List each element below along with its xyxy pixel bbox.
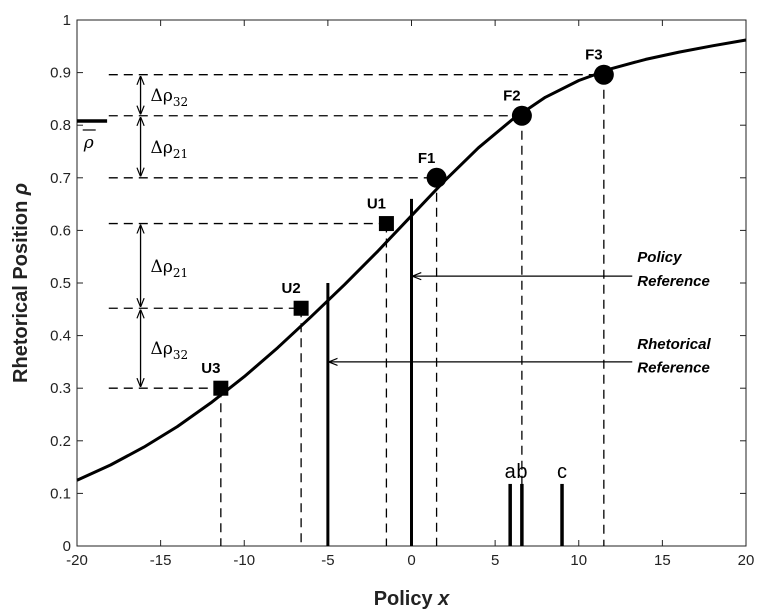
- x-axis-title-var: x: [437, 588, 450, 610]
- x-tick-label: 20: [738, 552, 755, 569]
- y-tick-label: 0.8: [50, 117, 71, 134]
- delta-symbol: Δρ: [151, 339, 173, 359]
- point-label-F3: F3: [585, 47, 603, 64]
- x-axis-title: Policy x: [374, 588, 450, 610]
- spike-label-c: c: [557, 461, 567, 483]
- x-tick-label: -10: [233, 552, 255, 569]
- delta-symbol: Δρ: [151, 86, 173, 106]
- delta-subscript: 32: [173, 348, 188, 362]
- x-tick-label: 10: [570, 552, 587, 569]
- point-label-U3: U3: [201, 360, 220, 377]
- y-tick-label: 0.2: [50, 433, 71, 450]
- delta-subscript: 32: [173, 95, 188, 109]
- point-marker-F3: [593, 64, 614, 85]
- curve-line: [76, 38, 747, 482]
- point-label-U1: U1: [367, 196, 386, 213]
- point-label-U2: U2: [282, 280, 301, 297]
- point-marker-U2: [293, 300, 309, 316]
- x-tick-label: -15: [150, 552, 172, 569]
- y-axis-title-main: Rhetorical Position: [10, 195, 32, 383]
- delta-label-3: Δρ32: [151, 339, 189, 362]
- delta-subscript: 21: [173, 147, 188, 161]
- y-axis-title: Rhetorical Position ρ: [10, 183, 32, 383]
- delta-label-0: Δρ32: [151, 86, 189, 109]
- annotation-line2-0: Reference: [637, 273, 710, 290]
- point-marker-U1: [378, 216, 394, 232]
- point-marker-F1: [426, 167, 447, 188]
- annotation-line1-1: Rhetorical: [637, 336, 711, 353]
- spike-label-b: b: [516, 461, 527, 483]
- point-marker-U3: [213, 380, 229, 396]
- y-tick-label: 0.6: [50, 222, 71, 239]
- x-tick-label: -5: [321, 552, 334, 569]
- y-axis-title-var: ρ: [10, 183, 32, 196]
- delta-subscript: 21: [173, 266, 188, 280]
- delta-label-2: Δρ21: [151, 257, 189, 280]
- point-label-F1: F1: [418, 150, 436, 167]
- y-tick-label: 0.7: [50, 170, 71, 187]
- y-tick-label: 0: [63, 538, 71, 555]
- annotation-line1-0: Policy: [637, 249, 682, 266]
- y-tick-label: 0.5: [50, 275, 71, 292]
- point-label-F2: F2: [503, 88, 521, 105]
- plot-area: -20 -15 -10 -5 0 5 10 15 20 0 0.1 0.2 0.3 0.4 0.5 0.6 0.…: [10, 12, 754, 610]
- delta-symbol: Δρ: [151, 138, 173, 158]
- x-axis-title-main: Policy: [374, 588, 438, 610]
- y-tick-label: 0.4: [50, 328, 71, 345]
- x-tick-label: 5: [491, 552, 499, 569]
- x-tick-label: 15: [654, 552, 671, 569]
- delta-label-1: Δρ21: [151, 138, 189, 161]
- x-tick-label: -20: [66, 552, 88, 569]
- spike-label-a: a: [505, 461, 517, 483]
- annotation-line2-1: Reference: [637, 359, 710, 376]
- y-tick-label: 0.3: [50, 380, 71, 397]
- y-tick-label: 0.9: [50, 65, 71, 82]
- rho-bar-label: ρ: [83, 133, 94, 153]
- point-marker-F2: [511, 105, 532, 126]
- delta-symbol: Δρ: [151, 257, 173, 277]
- y-tick-label: 0.1: [50, 485, 71, 502]
- x-tick-label: 0: [407, 552, 415, 569]
- y-tick-label: 1: [63, 12, 71, 29]
